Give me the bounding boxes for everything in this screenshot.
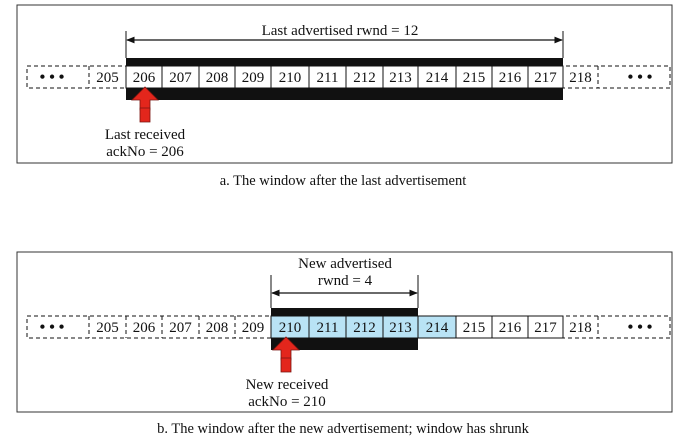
panel-b-caption: b. The window after the new advertisemen… xyxy=(157,421,530,437)
sequence-cell: 213 xyxy=(389,70,412,86)
sequence-cell: 214 xyxy=(426,70,449,86)
sequence-cell: 216 xyxy=(499,320,522,336)
sequence-cell: 218 xyxy=(569,70,592,86)
sequence-cell: 217 xyxy=(534,320,557,336)
panel-a-cells: 205 206 207 208 209 210 211 212 213 214 215 216 217 2… xyxy=(88,65,599,89)
sequence-cell: 211 xyxy=(317,320,339,336)
panel-a-ellipsis-right: • • • xyxy=(628,69,653,86)
panel-a-window-label: Last advertised rwnd = 12 xyxy=(262,23,419,39)
sequence-cell: 210 xyxy=(279,320,302,336)
sequence-cell: 213 xyxy=(389,320,412,336)
panel-b-pointer-label-2: ackNo = 210 xyxy=(248,394,326,410)
sequence-cell: 207 xyxy=(169,70,192,86)
sequence-cell: 212 xyxy=(353,320,376,336)
panel-b-cells: 205 206 207 208 209 210 211 212 213 214 215 216 217 2… xyxy=(88,315,599,339)
panel-a-frame xyxy=(16,4,673,164)
sequence-cell: 215 xyxy=(463,320,486,336)
panel-b-window-label-1: New advertised xyxy=(298,256,392,272)
sequence-cell: 207 xyxy=(169,320,192,336)
panel-a-sequence-strip xyxy=(26,65,671,89)
sequence-cell: 218 xyxy=(569,320,592,336)
sequence-cell: 217 xyxy=(534,70,557,86)
sequence-cell: 211 xyxy=(317,70,339,86)
sequence-cell: 210 xyxy=(279,70,302,86)
sequence-cell: 209 xyxy=(242,70,265,86)
sequence-cell: 206 xyxy=(133,320,156,336)
panel-a-ellipsis-left: • • • xyxy=(40,69,65,86)
sequence-cell: 216 xyxy=(499,70,522,86)
sequence-cell: 212 xyxy=(353,70,376,86)
panel-b-ack-arrow-shaft xyxy=(280,357,292,373)
panel-b-sequence-strip xyxy=(26,315,671,339)
sequence-cell: 205 xyxy=(96,70,119,86)
panel-b-window-bar-bottom xyxy=(271,338,418,350)
panel-b: New advertised rwnd = 4 • • • • • • 205 2… xyxy=(16,251,673,413)
sequence-cell: 205 xyxy=(96,320,119,336)
panel-a: Last advertised rwnd = 12 • • • • • • 20… xyxy=(16,4,673,164)
panel-b-ellipsis-left: • • • xyxy=(40,319,65,336)
panel-a-window-bar-bottom xyxy=(126,88,563,100)
panel-a-caption: a. The window after the last advertiseme… xyxy=(220,173,467,189)
sequence-cell: 208 xyxy=(206,70,229,86)
sequence-cell: 209 xyxy=(242,320,265,336)
panel-a-pointer-label-1: Last received xyxy=(105,127,186,143)
panel-a-pointer-label-2: ackNo = 206 xyxy=(106,144,184,160)
panel-b-highlight xyxy=(271,316,456,338)
sequence-cell: 208 xyxy=(206,320,229,336)
panel-a-window-bar-top xyxy=(126,58,563,66)
panel-b-pointer-label-1: New received xyxy=(246,377,329,393)
panel-b-window-bar-top xyxy=(271,308,418,316)
sequence-cell: 206 xyxy=(133,70,156,86)
panel-b-ellipsis-right: • • • xyxy=(628,319,653,336)
sequence-cell: 215 xyxy=(463,70,486,86)
panel-a-ack-arrow-shaft xyxy=(139,107,151,123)
panel-b-window-label-2: rwnd = 4 xyxy=(318,273,373,289)
panel-b-frame xyxy=(16,251,673,413)
sequence-cell: 214 xyxy=(426,320,449,336)
